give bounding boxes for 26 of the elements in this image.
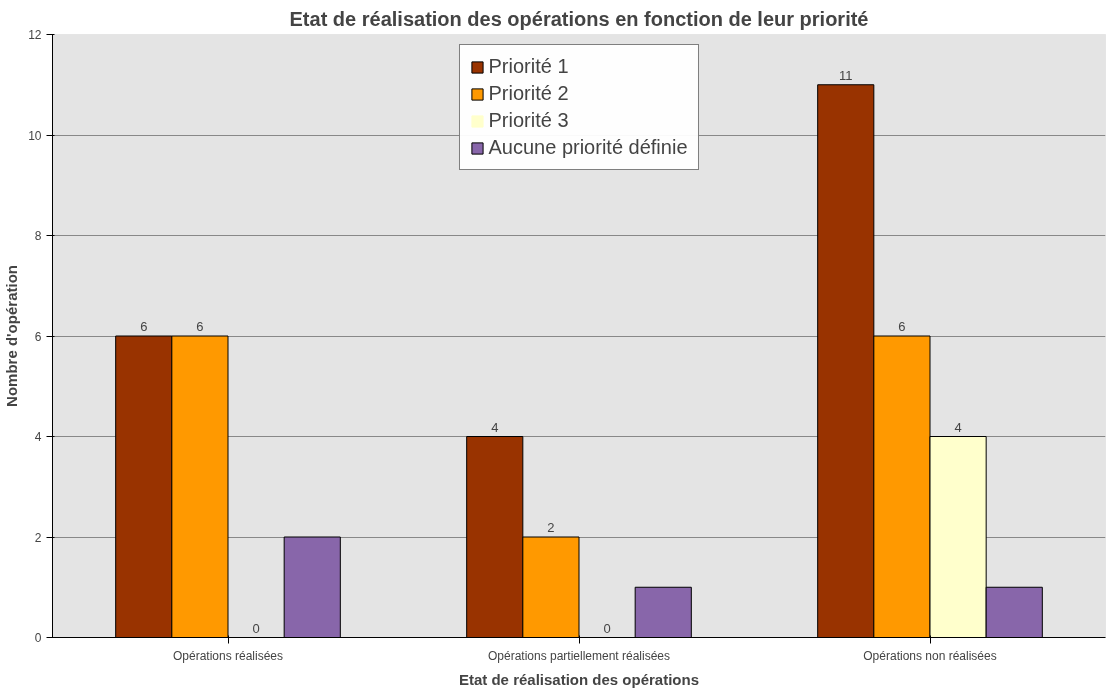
data-label: 0 [252, 620, 260, 636]
data-label: 6 [140, 319, 148, 334]
legend-label: Aucune priorité définie [488, 136, 688, 159]
data-label: 2 [547, 520, 555, 535]
legend-label: Priorité 2 [488, 82, 569, 105]
data-label: 4 [491, 419, 499, 435]
y-tick-label: 2 [34, 530, 42, 545]
x-tick-label: Opérations réalisées [172, 648, 284, 663]
x-tick-label: Opérations partiellement réalisées [487, 648, 671, 663]
data-label: 6 [196, 319, 204, 334]
data-label: 6 [898, 319, 906, 334]
y-tick-label: 6 [34, 329, 42, 344]
y-tick-label: 4 [34, 430, 42, 444]
x-axis-title: Etat de réalisation des opérations [458, 670, 700, 688]
y-tick-label: 12 [28, 28, 42, 42]
chart-title: Etat de réalisation des opérations en fonction de leur priorité [289, 7, 869, 30]
data-label: 11 [839, 67, 853, 83]
y-tick-label: 8 [34, 229, 42, 243]
x-tick-label: Opérations non réalisées [863, 648, 997, 663]
y-tick-label: 10 [28, 128, 42, 143]
y-tick-label: 0 [34, 631, 42, 645]
legend-label: Priorité 3 [488, 109, 569, 132]
y-axis-title: Nombre d'opération [3, 265, 21, 407]
data-label: 0 [603, 620, 611, 636]
legend-label: Priorité 1 [488, 55, 569, 78]
data-label: 4 [954, 419, 962, 435]
